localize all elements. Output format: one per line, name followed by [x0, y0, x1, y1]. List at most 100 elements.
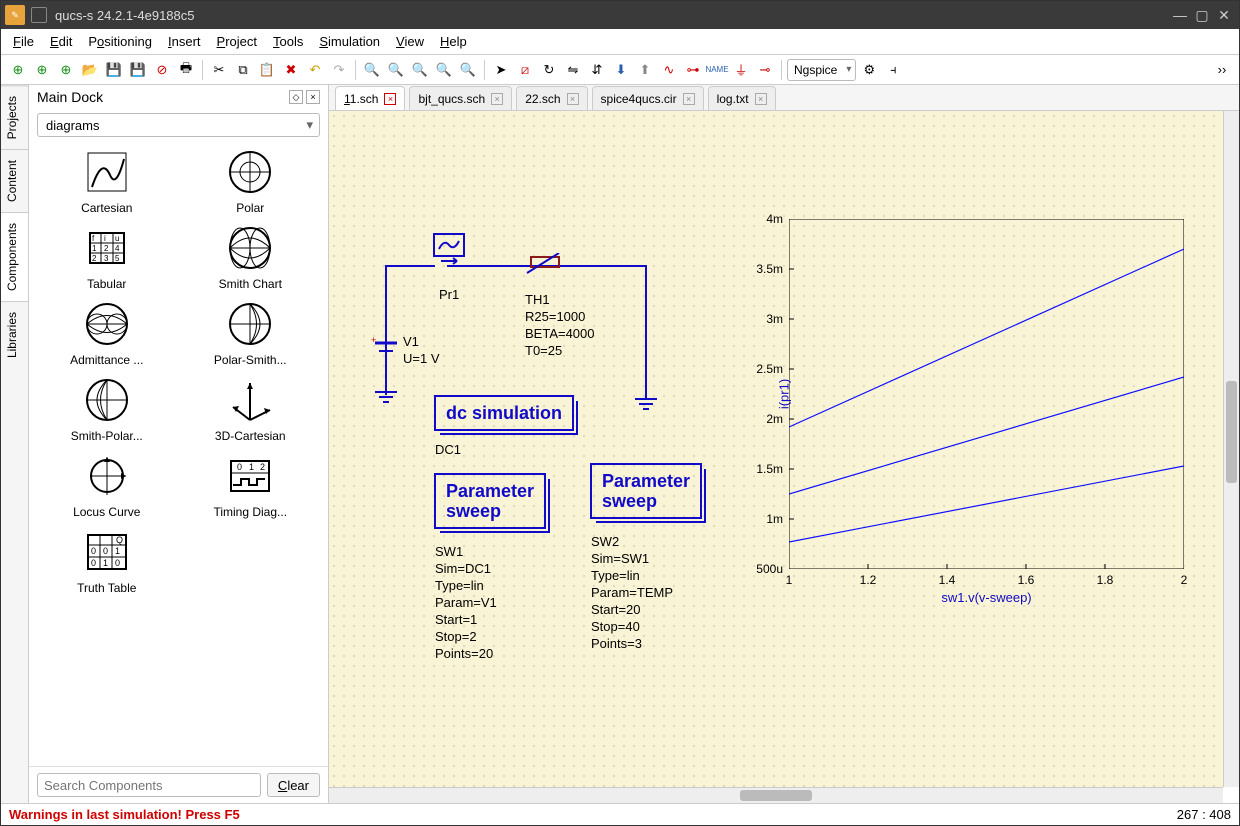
run-sim-icon[interactable]: ⚙: [858, 59, 880, 81]
save-icon[interactable]: 💾: [103, 59, 125, 81]
wire[interactable]: [385, 265, 435, 267]
name-icon[interactable]: NAME: [706, 59, 728, 81]
sw1-block[interactable]: Parameter sweep: [434, 473, 546, 529]
ground-icon[interactable]: [373, 384, 399, 408]
probe-name[interactable]: Pr1: [439, 286, 459, 303]
mirror-v-icon[interactable]: ⇵: [586, 59, 608, 81]
paste-icon[interactable]: 📋: [256, 59, 278, 81]
sidetab-projects[interactable]: Projects: [1, 85, 28, 149]
palette-item-polar-smith-[interactable]: Polar-Smith...: [181, 297, 321, 367]
hscrollbar[interactable]: [329, 787, 1223, 803]
undo-icon[interactable]: ↶: [304, 59, 326, 81]
maximize-button[interactable]: ▢: [1191, 4, 1213, 26]
palette-item-timing-diag-[interactable]: 012Timing Diag...: [181, 449, 321, 519]
tab-log-txt[interactable]: log.txt×: [708, 86, 776, 110]
dc-sim-name[interactable]: DC1: [435, 441, 461, 458]
deselect-icon[interactable]: ⧄: [514, 59, 536, 81]
wire-icon[interactable]: ∿: [658, 59, 680, 81]
palette-item-3d-cartesian[interactable]: 3D-Cartesian: [181, 373, 321, 443]
zoom-out-icon[interactable]: 🔍: [409, 59, 431, 81]
wire[interactable]: [645, 265, 647, 391]
tab-11-sch[interactable]: 11.sch×: [335, 86, 405, 110]
tab-close-icon[interactable]: ×: [384, 93, 396, 105]
cut-icon[interactable]: ✂: [208, 59, 230, 81]
palette-item-cartesian[interactable]: Cartesian: [37, 145, 177, 215]
minimize-button[interactable]: —: [1169, 4, 1191, 26]
menu-file[interactable]: File: [7, 32, 40, 51]
palette-item-locus-curve[interactable]: Locus Curve: [37, 449, 177, 519]
close-file-icon[interactable]: ⊘: [151, 59, 173, 81]
pointer-icon[interactable]: ➤: [490, 59, 512, 81]
dock-float-icon[interactable]: ◇: [289, 90, 303, 104]
menu-tools[interactable]: Tools: [267, 32, 309, 51]
label-icon[interactable]: ⊶: [682, 59, 704, 81]
menu-insert[interactable]: Insert: [162, 32, 207, 51]
overflow-icon[interactable]: ››: [1211, 59, 1233, 81]
new-sym-icon[interactable]: ⊕: [55, 59, 77, 81]
mirror-h-icon[interactable]: ⇋: [562, 59, 584, 81]
menu-simulation[interactable]: Simulation: [313, 32, 386, 51]
move-down-icon[interactable]: ⬇: [610, 59, 632, 81]
vscrollbar[interactable]: [1223, 111, 1239, 787]
zoom-in-icon[interactable]: 🔍: [385, 59, 407, 81]
menu-view[interactable]: View: [390, 32, 430, 51]
ytick: 1.5m: [756, 462, 783, 476]
palette-item-smith-polar-[interactable]: Smith-Polar...: [37, 373, 177, 443]
thermistor-component[interactable]: [525, 253, 565, 277]
ground-icon[interactable]: [633, 391, 659, 415]
sw2-block[interactable]: Parameter sweep: [590, 463, 702, 519]
schematic-canvas[interactable]: Pr1 TH1 R25=1000 BETA=4000 T0=25 +: [329, 111, 1223, 787]
th-label[interactable]: TH1 R25=1000 BETA=4000 T0=25: [525, 291, 595, 359]
close-button[interactable]: ✕: [1213, 4, 1235, 26]
menu-project[interactable]: Project: [211, 32, 263, 51]
tab-22-sch[interactable]: 22.sch×: [516, 86, 587, 110]
category-select[interactable]: diagrams: [37, 113, 320, 137]
menu-positioning[interactable]: Positioning: [82, 32, 158, 51]
open-icon[interactable]: 📂: [79, 59, 101, 81]
copy-icon[interactable]: ⧉: [232, 59, 254, 81]
palette-item-truth-table[interactable]: Q001010Truth Table: [37, 525, 177, 595]
saveall-icon[interactable]: 💾: [127, 59, 149, 81]
rotate-icon[interactable]: ↻: [538, 59, 560, 81]
zoom-sel-icon[interactable]: 🔍: [457, 59, 479, 81]
probe-component[interactable]: [433, 233, 467, 265]
port-icon[interactable]: ⊸: [754, 59, 776, 81]
zoom-100-icon[interactable]: 🔍: [433, 59, 455, 81]
dock-close-icon[interactable]: ×: [306, 90, 320, 104]
menu-bar: File Edit Positioning Insert Project Too…: [1, 29, 1239, 55]
delete-icon[interactable]: ✖: [280, 59, 302, 81]
tab-close-icon[interactable]: ×: [683, 93, 695, 105]
palette-item-polar[interactable]: Polar: [181, 145, 321, 215]
move-up-icon[interactable]: ⬆: [634, 59, 656, 81]
vsource-label[interactable]: V1 U=1 V: [403, 333, 440, 367]
menu-help[interactable]: Help: [434, 32, 473, 51]
sw1-params[interactable]: SW1 Sim=DC1 Type=lin Param=V1 Start=1 St…: [435, 543, 497, 662]
menu-edit[interactable]: Edit: [44, 32, 78, 51]
palette-item-tabular[interactable]: fiu124235Tabular: [37, 221, 177, 291]
sw2-params[interactable]: SW2 Sim=SW1 Type=lin Param=TEMP Start=20…: [591, 533, 673, 652]
tab-close-icon[interactable]: ×: [567, 93, 579, 105]
palette-item-smith-chart[interactable]: Smith Chart: [181, 221, 321, 291]
cartesian-diagram[interactable]: i(pr1) sw1.v(v-sweep) 500u1m1.5m2m2.5m3m…: [789, 219, 1184, 569]
engine-select[interactable]: Ngspice: [787, 59, 856, 81]
tab-close-icon[interactable]: ×: [491, 93, 503, 105]
ground-icon[interactable]: ⏚: [730, 59, 752, 81]
tab-spice4qucs-cir[interactable]: spice4qucs.cir×: [592, 86, 704, 110]
wire[interactable]: [385, 265, 387, 395]
palette-item-admittance-[interactable]: Admittance ...: [37, 297, 177, 367]
tab-close-icon[interactable]: ×: [755, 93, 767, 105]
tune-icon[interactable]: ⫞: [882, 59, 904, 81]
dc-sim-block[interactable]: dc simulation: [434, 395, 574, 431]
print-icon[interactable]: 🖶: [175, 59, 197, 81]
clear-button[interactable]: Clear: [267, 773, 320, 797]
new-file-icon[interactable]: ⊕: [7, 59, 29, 81]
tab-bjt-qucs-sch[interactable]: bjt_qucs.sch×: [409, 86, 512, 110]
search-input[interactable]: [37, 773, 261, 797]
sidetab-content[interactable]: Content: [1, 149, 28, 212]
zoom-fit-icon[interactable]: 🔍: [361, 59, 383, 81]
sidetab-components[interactable]: Components: [1, 212, 28, 301]
sidetab-libraries[interactable]: Libraries: [1, 301, 28, 368]
new-text-icon[interactable]: ⊕: [31, 59, 53, 81]
redo-icon[interactable]: ↷: [328, 59, 350, 81]
vsource-component[interactable]: +: [371, 331, 401, 371]
